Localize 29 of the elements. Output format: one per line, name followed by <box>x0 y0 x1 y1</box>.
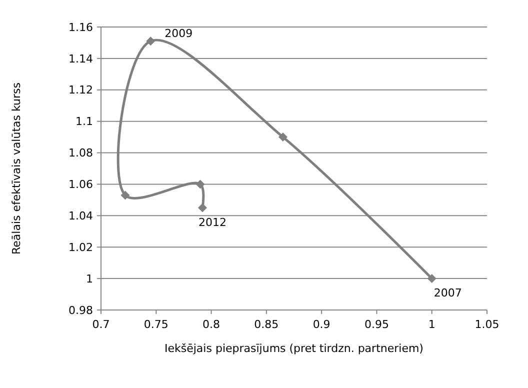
x-tick-label: 1 <box>428 318 436 331</box>
x-axis-title: Iekšējais pieprasījums (pret tirdzn. partneriem) <box>164 342 424 355</box>
point <box>146 36 156 46</box>
point <box>198 203 207 212</box>
y-tick-label: 0.98 <box>68 304 93 317</box>
point <box>278 132 288 142</box>
point <box>196 180 205 189</box>
point <box>120 190 130 200</box>
annotation: 2009 <box>164 27 193 40</box>
y-tick-label: 1 <box>86 272 93 286</box>
point <box>427 274 436 284</box>
y-axis-title: Reālais efektīvais valūtas kurss <box>10 82 23 254</box>
x-tick-label: 0.9 <box>312 318 330 331</box>
y-tick-label: 1.04 <box>68 210 93 223</box>
y-tick-label: 1.02 <box>68 240 93 254</box>
annotation: 2007 <box>434 286 462 300</box>
x-tick-label: 1.05 <box>474 318 500 331</box>
y-tick-label: 1.1 <box>76 115 93 128</box>
annotation: 2012 <box>198 216 226 229</box>
x-tick-label: 0.85 <box>254 318 279 331</box>
x-tick-label: 0.95 <box>364 318 389 331</box>
y-tick-label: 1.14 <box>68 52 93 66</box>
y-tick-label: 1.06 <box>68 178 93 192</box>
y-tick-label: 1.12 <box>68 84 93 97</box>
x-tick-label: 0.75 <box>144 318 168 331</box>
x-tick-label: 0.7 <box>92 318 110 331</box>
y-tick-label: 1.16 <box>68 20 93 34</box>
x-tick-label: 0.8 <box>202 318 220 331</box>
y-tick-label: 1.08 <box>68 146 93 160</box>
